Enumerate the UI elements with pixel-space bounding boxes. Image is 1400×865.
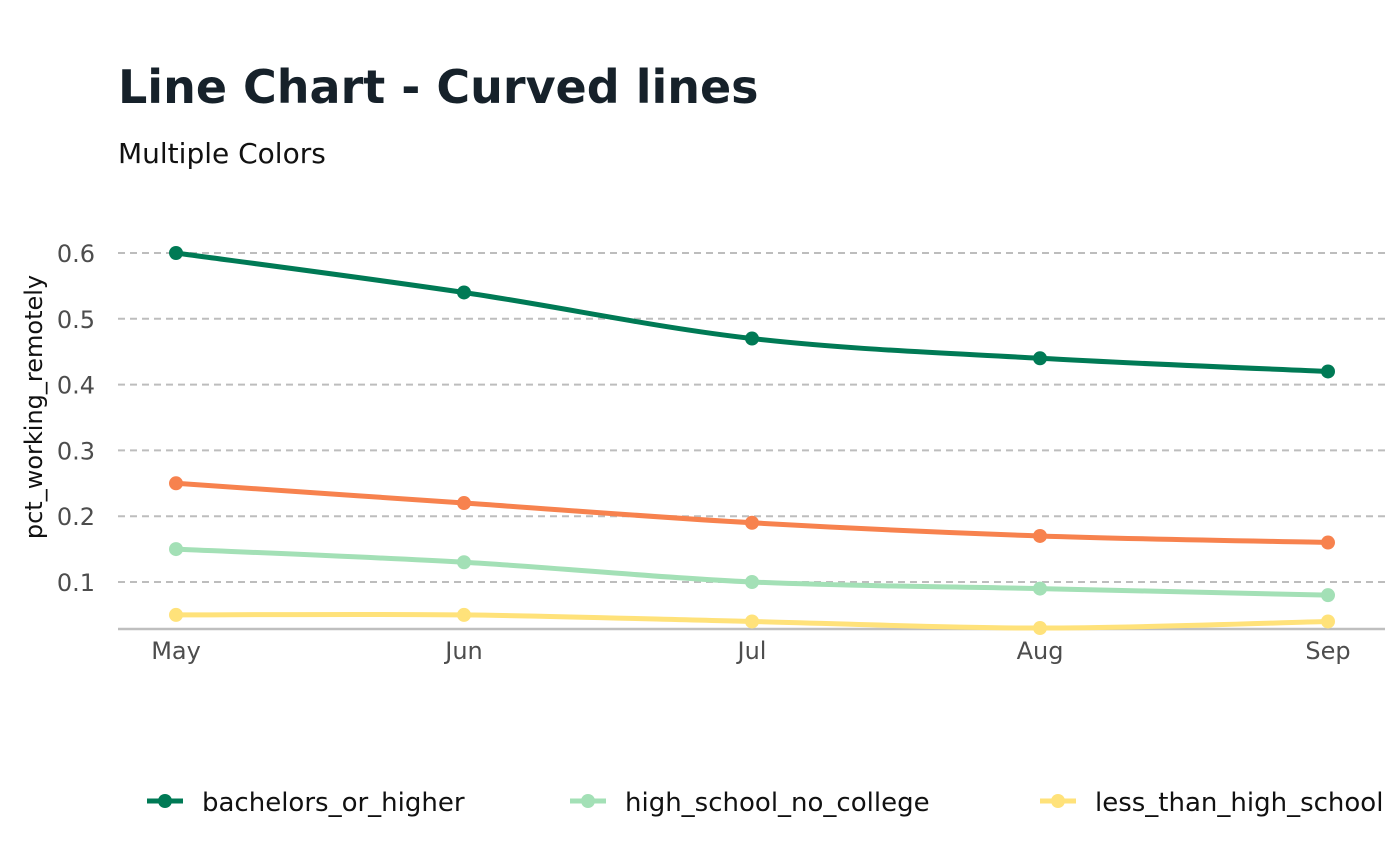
series-line bbox=[173, 480, 1331, 546]
data-point bbox=[169, 607, 183, 622]
data-point bbox=[457, 555, 471, 570]
y-tick-label: 0.1 bbox=[57, 569, 95, 597]
x-tick-label: Jun bbox=[443, 637, 483, 665]
data-point bbox=[1321, 588, 1335, 603]
data-point bbox=[457, 607, 471, 622]
chart-subtitle: Multiple Colors bbox=[118, 137, 326, 170]
data-point bbox=[1321, 364, 1335, 379]
data-point bbox=[169, 476, 183, 491]
y-tick-label: 0.6 bbox=[57, 240, 95, 268]
x-tick-label: May bbox=[151, 637, 201, 665]
x-tick-label: Sep bbox=[1305, 637, 1350, 665]
y-tick-label: 0.5 bbox=[57, 306, 95, 334]
legend-key-marker bbox=[1051, 794, 1065, 808]
y-tick-labels: 0.1 0.2 0.3 0.4 0.5 0.6 bbox=[57, 240, 95, 597]
data-point bbox=[745, 331, 759, 346]
x-tick-label: Aug bbox=[1017, 637, 1064, 665]
data-point bbox=[1033, 581, 1047, 596]
data-point bbox=[1033, 351, 1047, 366]
data-point bbox=[745, 515, 759, 530]
x-tick-label: Jul bbox=[736, 637, 767, 665]
chart-title: Line Chart - Curved lines bbox=[118, 60, 759, 114]
x-tick-labels: May Jun Jul Aug Sep bbox=[151, 637, 1350, 665]
y-axis-label: pct_working_remotely bbox=[20, 275, 48, 539]
legend-key-marker bbox=[581, 794, 595, 808]
y-tick-label: 0.2 bbox=[57, 503, 95, 531]
legend-label: less_than_high_school bbox=[1095, 788, 1383, 818]
legend-label: high_school_no_college bbox=[625, 788, 930, 818]
data-point bbox=[457, 496, 471, 511]
data-point bbox=[1033, 528, 1047, 543]
data-point bbox=[457, 285, 471, 300]
gridlines bbox=[118, 252, 1385, 583]
series-lines bbox=[169, 246, 1335, 636]
y-tick-label: 0.4 bbox=[57, 372, 95, 400]
data-point bbox=[1033, 621, 1047, 636]
data-point bbox=[1321, 535, 1335, 550]
y-tick-label: 0.3 bbox=[57, 437, 95, 465]
legend-key-marker bbox=[158, 794, 172, 808]
data-point bbox=[169, 542, 183, 557]
data-point bbox=[1321, 614, 1335, 629]
data-point bbox=[745, 575, 759, 589]
data-point bbox=[745, 614, 759, 629]
legend: bachelors_or_higher high_school_no_colleg… bbox=[147, 788, 1383, 818]
series-line bbox=[173, 250, 1331, 374]
legend-label: bachelors_or_higher bbox=[202, 788, 465, 818]
data-point bbox=[169, 246, 183, 260]
